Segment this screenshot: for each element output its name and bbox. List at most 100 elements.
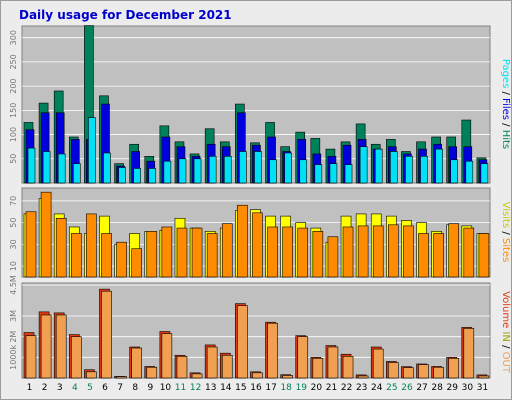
out-bar (101, 290, 112, 379)
y-tick-label: 1000k (9, 344, 18, 369)
out-bar (342, 355, 354, 379)
pages-bar (133, 168, 141, 184)
out-bar (221, 354, 233, 379)
sites-bar (388, 224, 399, 278)
out-bar (388, 362, 399, 379)
sites-bar (221, 223, 233, 278)
out-bar (191, 373, 203, 379)
sites-bar (176, 227, 188, 278)
legend: Volume IN / OUT (500, 291, 511, 374)
legend-entry: IN (500, 331, 511, 341)
y-tick-label: 200 (9, 78, 18, 93)
pages-bar (223, 156, 232, 184)
day-label: 8 (132, 383, 138, 393)
pages-bar (193, 158, 202, 184)
day-label: 28 (431, 383, 443, 393)
legend-entry: Files (500, 98, 511, 120)
sites-bar (146, 231, 158, 278)
out-bar (40, 314, 52, 379)
pages-bar (299, 159, 308, 184)
day-label: 19 (296, 383, 308, 393)
sites-bar (282, 226, 293, 278)
day-label: 5 (87, 383, 93, 393)
out-bar (372, 348, 384, 379)
pages-bar (284, 152, 292, 184)
day-label: 20 (311, 383, 323, 393)
legend-entry: Sites (500, 238, 511, 262)
pages-bar (103, 152, 111, 184)
legend-entry: OUT (500, 352, 511, 374)
pages-bar (148, 168, 157, 184)
pages-bar (420, 156, 428, 184)
visits-sites-panel: 10 30 50 70 (9, 187, 491, 278)
legend-entry: / (500, 88, 511, 98)
pages-bar (359, 146, 368, 184)
sites-bar (116, 241, 127, 278)
legend-entry: Volume (500, 291, 511, 328)
legend-entry: Visits (500, 202, 511, 229)
out-bar (25, 335, 37, 379)
sites-bar (312, 231, 324, 278)
pages-bar (450, 159, 459, 184)
out-bar (55, 314, 67, 379)
hits-files-pages-panel: 50 100 150 200 250 300 (9, 25, 491, 184)
out-bar (418, 364, 429, 379)
pages-bar (390, 151, 398, 184)
day-label: 14 (220, 383, 232, 393)
day-label: 22 (341, 383, 352, 393)
day-label: 6 (102, 383, 108, 393)
out-bar (70, 336, 82, 379)
out-bar (176, 355, 188, 379)
legend-entry: / (500, 120, 511, 130)
pages-bar (72, 163, 81, 184)
sites-bar (342, 226, 354, 278)
pages-bar (254, 151, 262, 184)
y-tick-label: 50 (9, 154, 18, 164)
pages-bar (480, 163, 489, 184)
out-bar (312, 358, 324, 379)
pages-bar (42, 151, 51, 184)
pages-bar (329, 163, 338, 184)
sites-bar (357, 225, 369, 278)
y-tick-label: 30 (9, 239, 18, 249)
out-bar (206, 346, 218, 379)
out-bar (463, 328, 475, 379)
day-label: 27 (416, 383, 427, 393)
pages-bar (269, 159, 277, 184)
chart-title: Daily usage for December 2021 (19, 8, 232, 22)
pages-bar (239, 151, 247, 184)
y-tick-label: 2M (9, 331, 18, 343)
day-label: 1 (27, 383, 33, 393)
day-label: 9 (147, 383, 153, 393)
out-bar (161, 333, 173, 379)
day-label: 25 (386, 383, 397, 393)
day-label: 15 (235, 383, 246, 393)
legend-entry: / (500, 342, 511, 352)
out-bar (252, 372, 263, 379)
sites-bar (478, 233, 490, 278)
sites-bar (448, 223, 460, 278)
sites-bar (237, 204, 248, 278)
out-bar (282, 375, 293, 379)
sites-bar (25, 211, 37, 278)
out-bar (237, 305, 248, 379)
legend-entry: Hits (500, 130, 511, 149)
y-tick-label: 3M (9, 310, 18, 322)
day-label: 4 (72, 383, 78, 393)
sites-bar (55, 217, 67, 278)
legend: Visits / Sites (500, 202, 511, 263)
day-label: 26 (401, 383, 413, 393)
day-label: 24 (371, 383, 383, 393)
y-tick-label: 50 (9, 218, 18, 228)
out-bar (116, 376, 127, 379)
sites-bar (297, 227, 309, 278)
sites-bar (40, 191, 52, 278)
legend-entry: Pages (500, 59, 511, 88)
pages-bar (178, 158, 187, 184)
out-bar (86, 371, 97, 379)
pages-bar (208, 156, 217, 184)
sites-bar (418, 233, 429, 278)
legend-entry: / (500, 228, 511, 238)
out-bar (478, 375, 490, 379)
pages-bar (314, 164, 323, 184)
